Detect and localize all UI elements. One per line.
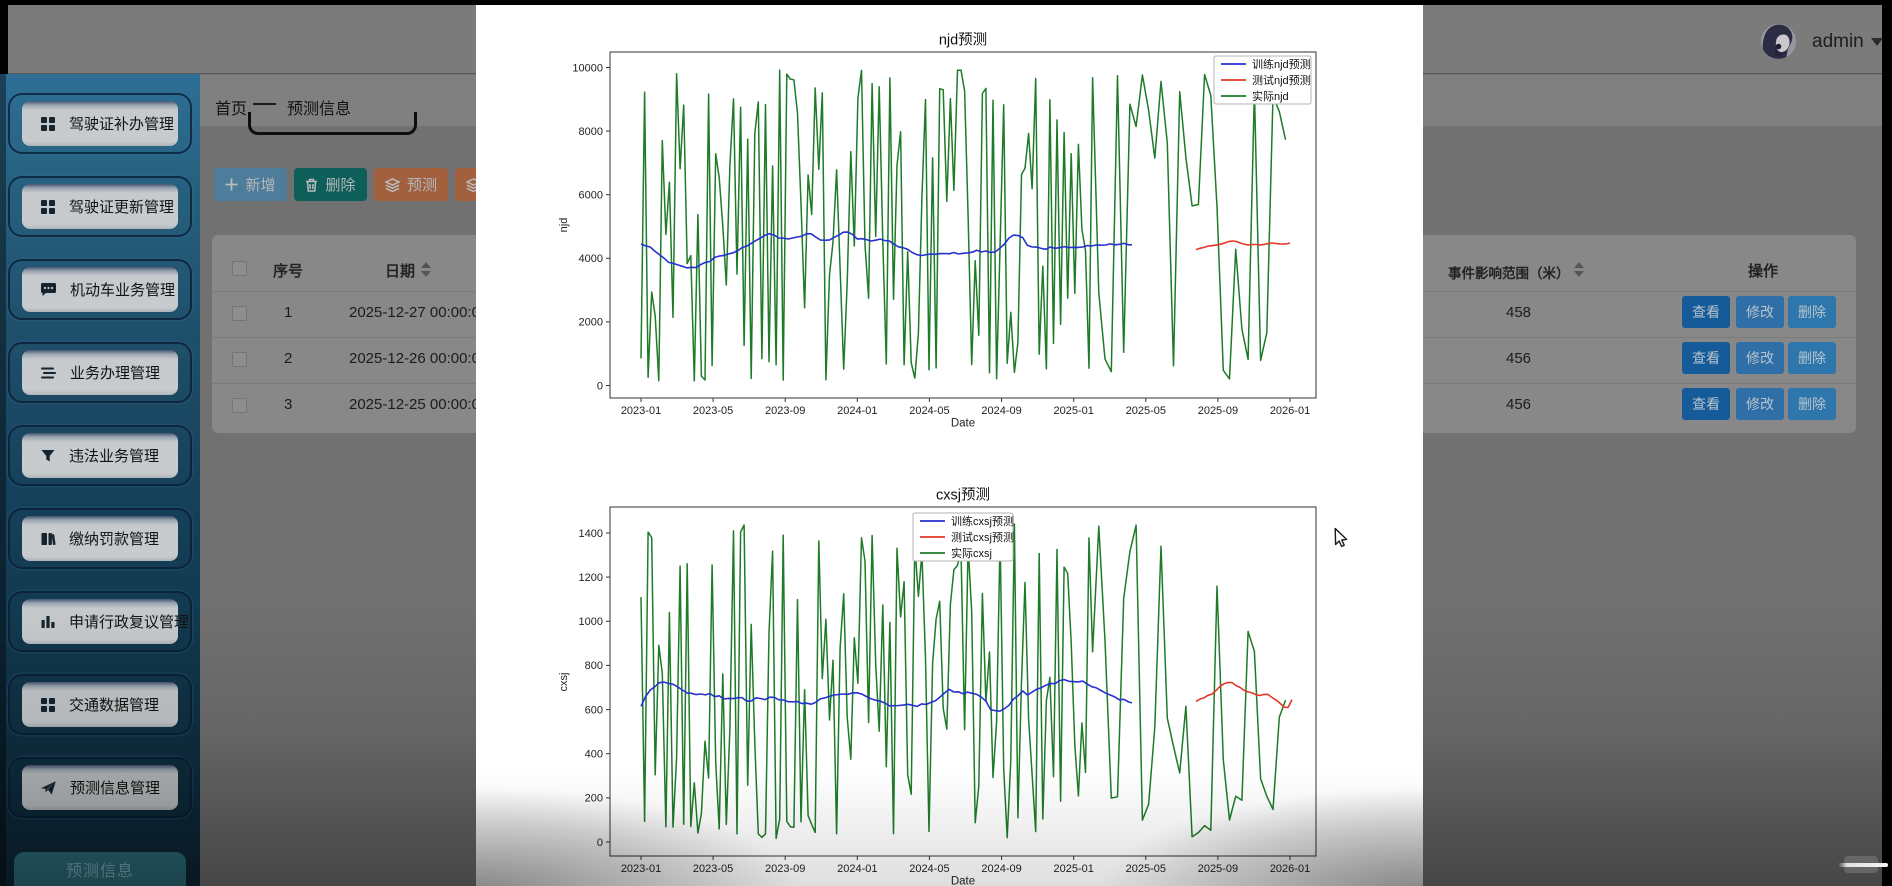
- svg-text:2025-01: 2025-01: [1054, 863, 1094, 875]
- svg-text:cxsj预测: cxsj预测: [936, 487, 990, 504]
- svg-text:200: 200: [585, 793, 603, 805]
- svg-text:Date: Date: [951, 876, 975, 886]
- svg-text:2026-01: 2026-01: [1270, 863, 1310, 875]
- svg-text:njd: njd: [558, 218, 570, 233]
- svg-text:2023-05: 2023-05: [693, 405, 733, 417]
- svg-text:训练njd预测: 训练njd预测: [1252, 57, 1311, 71]
- svg-text:1400: 1400: [579, 528, 603, 540]
- svg-text:0: 0: [597, 380, 603, 392]
- svg-text:2025-05: 2025-05: [1126, 863, 1166, 875]
- svg-text:8000: 8000: [579, 126, 603, 138]
- svg-text:2023-05: 2023-05: [693, 863, 733, 875]
- svg-text:训练cxsj预测: 训练cxsj预测: [951, 514, 1014, 528]
- svg-text:2024-09: 2024-09: [981, 863, 1021, 875]
- svg-text:2000: 2000: [579, 317, 603, 329]
- svg-text:400: 400: [585, 749, 603, 761]
- svg-text:800: 800: [585, 660, 603, 672]
- svg-text:2024-05: 2024-05: [909, 863, 949, 875]
- svg-text:0: 0: [597, 837, 603, 849]
- svg-text:实际njd: 实际njd: [1252, 89, 1289, 103]
- svg-text:2023-09: 2023-09: [765, 863, 805, 875]
- svg-text:njd预测: njd预测: [939, 32, 987, 49]
- svg-text:1000: 1000: [579, 616, 603, 628]
- svg-text:2023-01: 2023-01: [621, 863, 661, 875]
- svg-text:10000: 10000: [572, 62, 603, 74]
- svg-text:cxsj: cxsj: [558, 673, 570, 692]
- svg-text:2024-01: 2024-01: [837, 863, 877, 875]
- svg-text:测试njd预测: 测试njd预测: [1252, 74, 1311, 87]
- svg-text:实际cxsj: 实际cxsj: [951, 546, 992, 560]
- svg-text:2023-09: 2023-09: [765, 405, 805, 417]
- svg-text:2026-01: 2026-01: [1270, 405, 1310, 417]
- svg-text:2025-09: 2025-09: [1198, 863, 1238, 875]
- svg-text:1200: 1200: [579, 572, 603, 584]
- svg-text:Date: Date: [951, 418, 975, 430]
- svg-text:2025-09: 2025-09: [1198, 405, 1238, 417]
- svg-text:2024-09: 2024-09: [981, 405, 1021, 417]
- svg-text:2024-05: 2024-05: [909, 405, 949, 417]
- svg-text:测试cxsj预测: 测试cxsj预测: [951, 531, 1014, 544]
- svg-text:2025-05: 2025-05: [1126, 405, 1166, 417]
- svg-text:2023-01: 2023-01: [621, 405, 661, 417]
- svg-text:6000: 6000: [579, 190, 603, 202]
- svg-text:2025-01: 2025-01: [1054, 405, 1094, 417]
- svg-text:600: 600: [585, 704, 603, 716]
- svg-text:2024-01: 2024-01: [837, 405, 877, 417]
- svg-text:4000: 4000: [579, 253, 603, 265]
